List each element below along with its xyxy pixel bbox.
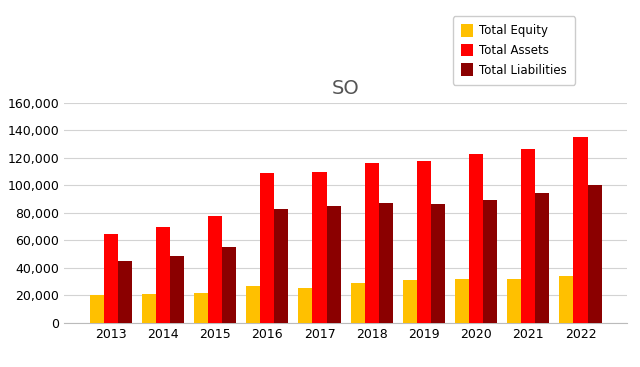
Bar <box>104 234 118 323</box>
Bar <box>417 161 431 323</box>
Bar <box>431 204 445 323</box>
Bar <box>170 256 184 323</box>
Legend: Total Equity, Total Assets, Total Liabilities: Total Equity, Total Assets, Total Liabil… <box>453 16 575 85</box>
Bar <box>142 294 156 323</box>
Bar <box>365 163 379 323</box>
Bar <box>298 288 312 323</box>
Bar <box>156 226 170 323</box>
Bar <box>535 193 549 323</box>
Bar <box>275 210 289 323</box>
Bar <box>222 247 236 323</box>
Title: SO: SO <box>332 79 360 98</box>
Bar <box>118 261 132 323</box>
Bar <box>507 279 521 323</box>
Bar <box>351 283 365 323</box>
Bar <box>326 206 340 323</box>
Bar <box>246 286 260 323</box>
Bar <box>260 173 275 323</box>
Bar <box>403 280 417 323</box>
Bar <box>483 200 497 323</box>
Bar <box>90 295 104 323</box>
Bar <box>521 149 535 323</box>
Bar <box>573 137 588 323</box>
Bar <box>208 215 222 323</box>
Bar <box>469 155 483 323</box>
Bar <box>559 276 573 323</box>
Bar <box>455 279 469 323</box>
Bar <box>588 185 602 323</box>
Bar <box>312 172 326 323</box>
Bar <box>379 203 393 323</box>
Bar <box>194 293 208 323</box>
